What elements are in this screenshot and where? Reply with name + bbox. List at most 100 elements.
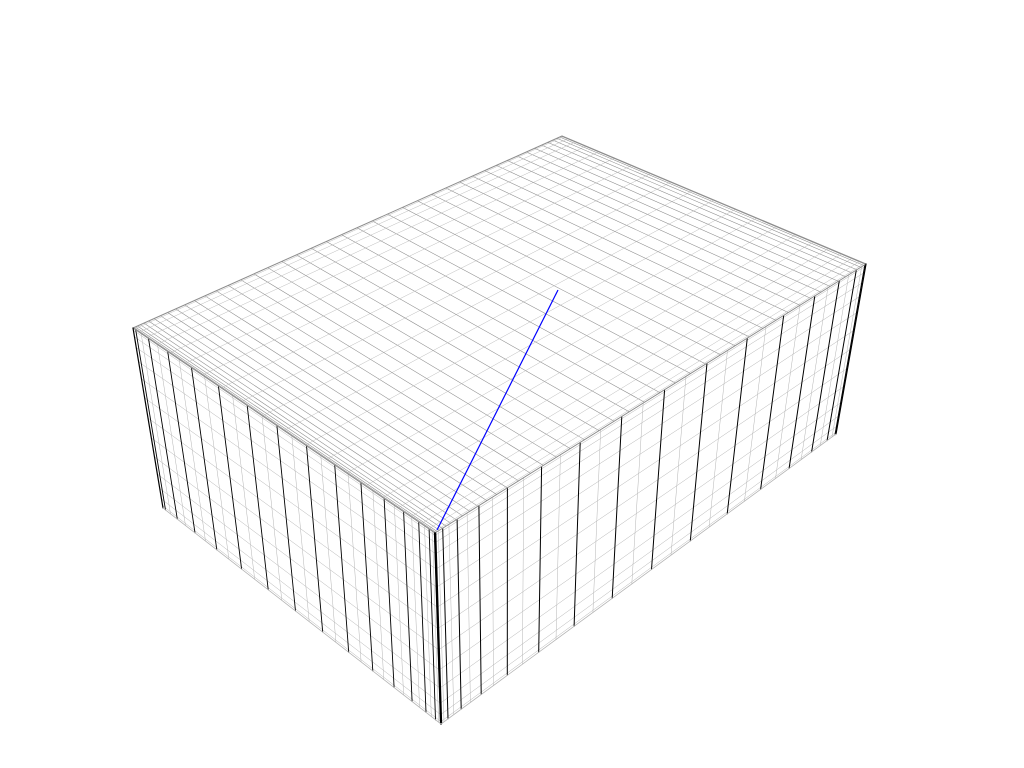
right-mesh-edge <box>788 295 816 469</box>
right-mesh-band <box>436 311 858 588</box>
left-mesh-edge <box>148 338 178 520</box>
left-mesh-band <box>138 361 437 570</box>
right-mesh-edge <box>611 415 623 599</box>
top-mesh-edge <box>202 165 633 376</box>
top-mesh-edge <box>305 208 736 446</box>
top-mesh-edge <box>382 241 814 498</box>
right-mesh-edge <box>800 287 829 460</box>
left-mesh-band <box>134 336 436 543</box>
left-mesh-edge <box>320 455 337 643</box>
left-mesh-edge <box>383 497 395 689</box>
right-mesh-edge <box>448 524 455 715</box>
left-mesh-band <box>141 378 437 588</box>
left-mesh-edge <box>167 351 196 534</box>
outline-edge <box>835 263 867 435</box>
outline-edge <box>434 263 867 534</box>
box-outline <box>132 135 867 725</box>
outline-edge <box>132 327 164 509</box>
right-mesh-edge <box>438 530 445 723</box>
left-face <box>133 329 442 724</box>
right-mesh-edge <box>442 527 449 720</box>
left-mesh-edge <box>403 511 413 702</box>
right-mesh-edge <box>775 304 801 479</box>
right-mesh-edge <box>670 376 687 556</box>
top-mesh-edge <box>326 217 758 460</box>
right-mesh-band <box>435 282 863 555</box>
outline-edge <box>561 135 867 265</box>
top-mesh-edge <box>397 248 830 509</box>
right-mesh-edge <box>826 269 857 442</box>
left-mesh-band <box>161 498 441 715</box>
left-mesh-edge <box>261 415 283 601</box>
left-mesh-edge <box>232 395 255 580</box>
top-mesh-edge <box>262 190 693 417</box>
right-mesh-edge <box>689 362 708 542</box>
outline-edge <box>440 433 837 725</box>
left-mesh-edge <box>157 344 186 526</box>
right-mesh-band <box>435 272 865 543</box>
left-mesh-band <box>157 473 441 689</box>
top-mesh-edge <box>241 181 672 402</box>
right-mesh-edge <box>492 496 494 686</box>
left-mesh-band <box>159 488 441 704</box>
top-mesh-edge <box>428 261 861 530</box>
top-face <box>132 136 866 534</box>
right-mesh-band <box>435 295 861 570</box>
top-mesh-edge <box>138 138 569 333</box>
axis-line <box>436 289 559 531</box>
right-mesh-edge <box>651 389 666 570</box>
left-mesh-edge <box>372 490 385 680</box>
right-mesh-edge <box>744 326 767 502</box>
right-mesh-band <box>434 265 866 536</box>
left-mesh-edge <box>432 530 439 723</box>
left-mesh-edge <box>246 405 269 591</box>
top-mesh-edge <box>221 173 652 389</box>
left-mesh-band <box>147 417 439 629</box>
right-face <box>434 264 866 724</box>
right-mesh-edge <box>834 264 866 436</box>
outline-edge <box>162 507 442 725</box>
right-mesh-edge <box>573 441 581 627</box>
left-mesh-edge <box>291 435 310 622</box>
right-mesh-edge <box>522 477 525 665</box>
left-mesh-edge <box>334 464 350 653</box>
right-mesh-edge <box>478 505 482 695</box>
left-mesh-band <box>162 505 442 722</box>
outline-edge <box>132 135 563 329</box>
right-mesh-band <box>440 415 840 704</box>
left-mesh-edge <box>204 376 230 560</box>
top-mesh-edge <box>433 263 865 533</box>
top-mesh-edge <box>346 226 778 474</box>
top-mesh-edge <box>410 253 843 517</box>
left-mesh-edge <box>394 505 404 696</box>
left-mesh-edge <box>360 482 374 672</box>
top-mesh-edge <box>134 136 564 330</box>
left-mesh-edge <box>217 385 243 570</box>
outline-edge <box>434 532 442 725</box>
right-mesh-edge <box>760 314 785 490</box>
left-mesh-edge <box>428 528 436 721</box>
top-mesh-edge <box>184 157 615 364</box>
top-mesh-edge <box>365 234 797 487</box>
left-mesh-edge <box>135 329 166 511</box>
right-mesh-band <box>438 367 848 651</box>
right-mesh-edge <box>831 266 862 438</box>
top-mesh-edge <box>169 151 600 354</box>
right-mesh-edge <box>538 466 543 653</box>
right-mesh-edge <box>631 402 644 585</box>
left-mesh-edge <box>424 525 432 717</box>
left-mesh-edge <box>191 367 218 551</box>
right-mesh-edge <box>726 337 748 515</box>
left-mesh-edge <box>411 516 420 708</box>
left-mesh-edge <box>306 445 324 633</box>
top-mesh-edge <box>146 141 576 338</box>
right-mesh-edge <box>555 454 561 640</box>
right-mesh-edge <box>592 429 601 613</box>
left-mesh-edge <box>140 333 171 515</box>
left-mesh-band <box>133 330 436 536</box>
right-mesh-band <box>437 348 852 629</box>
right-mesh-edge <box>456 518 462 710</box>
top-mesh-edge <box>421 257 853 524</box>
